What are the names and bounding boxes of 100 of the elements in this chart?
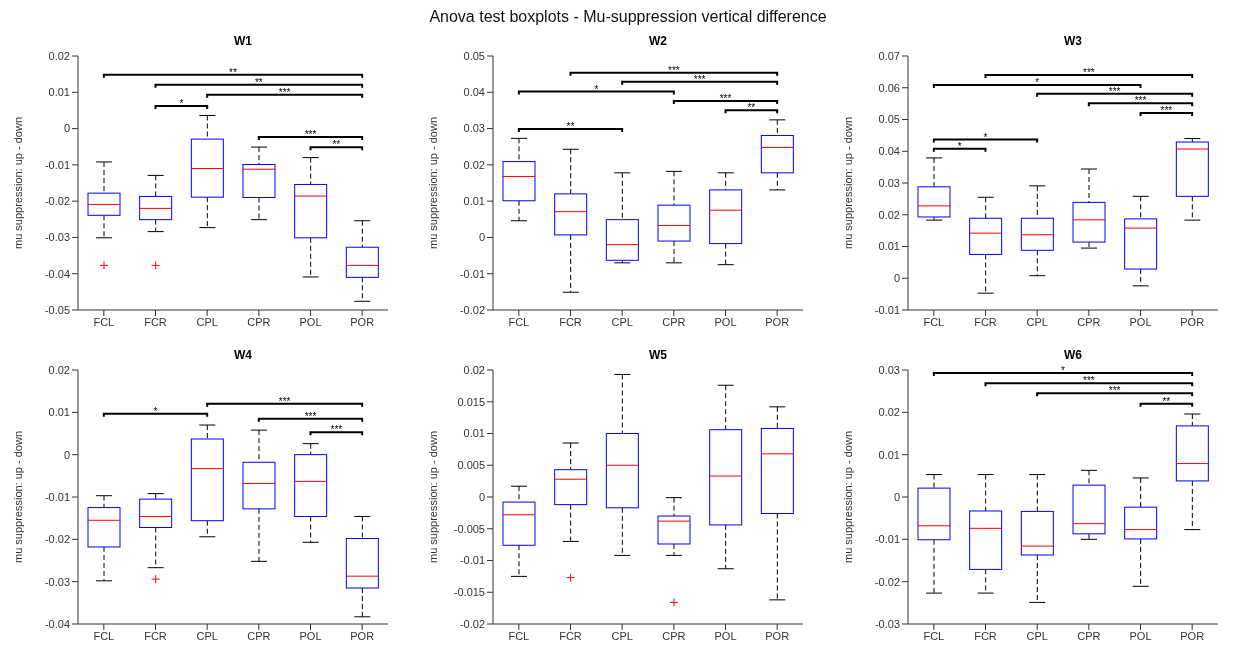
annotation: *** <box>330 424 343 436</box>
y-tick-label: -0.04 <box>44 617 70 630</box>
y-tick-label: 0.05 <box>463 49 485 62</box>
y-axis-title: mu suppression: up - down <box>841 430 854 564</box>
x-tick-label: CPR <box>662 629 686 642</box>
y-axis-title: mu suppression: up - down <box>841 116 854 250</box>
x-tick-label: POR <box>765 629 790 642</box>
y-tick-label: 0.07 <box>878 49 900 62</box>
y-tick-label: -0.015 <box>453 586 485 599</box>
x-tick-label: CPL <box>196 629 218 642</box>
y-tick-label: 0.02 <box>48 49 70 62</box>
x-tick-label: FCR <box>974 629 997 642</box>
y-axis-title: mu suppression: up - down <box>11 116 24 250</box>
x-tick-label: CPL <box>1026 629 1048 642</box>
annotation: *** <box>1082 67 1095 79</box>
y-tick-label: -0.02 <box>459 617 485 630</box>
y-tick-label: 0.02 <box>48 363 70 376</box>
y-tick-label: -0.01 <box>44 158 70 171</box>
y-tick-label: 0 <box>893 490 900 503</box>
y-tick-label: 0.06 <box>878 81 900 94</box>
annotation: * <box>983 131 988 143</box>
annotation: *** <box>278 395 291 407</box>
chart-title: W2 <box>648 34 668 50</box>
x-tick-label: FCL <box>508 315 530 328</box>
x-tick-label: CPR <box>247 629 271 642</box>
x-tick-label: POL <box>1129 629 1152 642</box>
annotation: * <box>1035 76 1040 88</box>
x-tick-label: FCR <box>559 629 582 642</box>
annotation: *** <box>304 129 317 141</box>
y-tick-label: 0.04 <box>463 86 485 99</box>
y-tick-label: 0.01 <box>463 427 485 440</box>
annotation: * <box>957 140 962 152</box>
x-tick-label: FCR <box>144 629 167 642</box>
y-tick-label: 0.02 <box>878 406 900 419</box>
chart-title: W5 <box>648 348 668 364</box>
annotation: *** <box>304 410 317 422</box>
y-tick-label: 0.04 <box>878 145 900 158</box>
y-tick-label: -0.01 <box>459 267 485 280</box>
text: Anova test boxplots - Mu-suppression vertical difference <box>429 8 827 25</box>
x-tick-label: CPR <box>247 315 271 328</box>
x-tick-label: FCR <box>144 315 167 328</box>
x-tick-label: CPL <box>611 629 633 642</box>
annotation: *** <box>719 92 732 104</box>
annotation: * <box>179 98 184 110</box>
x-tick-label: POL <box>714 315 737 328</box>
y-tick-label: 0.01 <box>48 86 70 99</box>
chart-title: W3 <box>1063 34 1083 50</box>
x-tick-label: CPR <box>1077 629 1101 642</box>
y-axis-title: mu suppression: up - down <box>11 430 24 564</box>
x-tick-label: POR <box>1180 629 1205 642</box>
y-tick-label: 0.015 <box>457 395 485 408</box>
y-tick-label: -0.03 <box>44 575 70 588</box>
x-tick-label: FCL <box>508 629 530 642</box>
chart-title: W6 <box>1063 348 1083 364</box>
x-tick-label: CPR <box>1077 315 1101 328</box>
annotation: *** <box>1108 385 1121 397</box>
y-tick-label: 0.005 <box>457 459 485 472</box>
y-tick-label: 0 <box>478 490 485 503</box>
y-tick-label: 0.03 <box>878 363 900 376</box>
annotation: *** <box>1160 104 1173 116</box>
y-tick-label: -0.03 <box>874 617 900 630</box>
x-tick-label: CPL <box>611 315 633 328</box>
annotation: ** <box>332 139 341 151</box>
annotation: *** <box>1134 95 1147 107</box>
y-tick-label: 0.03 <box>463 122 485 135</box>
y-tick-label: 0 <box>478 231 485 244</box>
annotation: ** <box>566 120 575 132</box>
chart-title: W4 <box>233 348 253 364</box>
x-tick-label: POL <box>299 629 322 642</box>
x-tick-label: FCR <box>559 315 582 328</box>
y-tick-label: 0.03 <box>878 176 900 189</box>
annotation: *** <box>693 73 706 85</box>
y-tick-label: -0.01 <box>44 490 70 503</box>
y-tick-label: 0.02 <box>878 208 900 221</box>
y-tick-label: 0.05 <box>878 113 900 126</box>
x-tick-label: FCL <box>923 629 945 642</box>
chart-title: W1 <box>233 34 253 50</box>
annotation: * <box>153 405 158 417</box>
y-tick-label: 0.01 <box>48 406 70 419</box>
x-tick-label: FCL <box>923 315 945 328</box>
y-tick-label: -0.03 <box>44 231 70 244</box>
y-tick-label: -0.04 <box>44 267 70 280</box>
x-tick-label: POR <box>350 629 375 642</box>
x-tick-label: POR <box>765 315 790 328</box>
y-tick-label: 0.02 <box>463 363 485 376</box>
annotation: * <box>594 83 599 95</box>
x-tick-label: CPL <box>196 315 218 328</box>
x-tick-label: CPL <box>1026 315 1048 328</box>
y-tick-label: -0.02 <box>874 575 900 588</box>
y-tick-label: 0 <box>63 448 70 461</box>
y-tick-label: -0.005 <box>453 522 485 535</box>
y-tick-label: 0 <box>63 122 70 135</box>
x-tick-label: POR <box>350 315 375 328</box>
annotation: *** <box>278 86 291 98</box>
annotation: *** <box>1082 375 1095 387</box>
y-tick-label: -0.02 <box>44 195 70 208</box>
y-tick-label: -0.01 <box>874 533 900 546</box>
y-tick-label: 0.01 <box>878 240 900 253</box>
y-tick-label: -0.02 <box>459 303 485 316</box>
x-tick-label: FCR <box>974 315 997 328</box>
